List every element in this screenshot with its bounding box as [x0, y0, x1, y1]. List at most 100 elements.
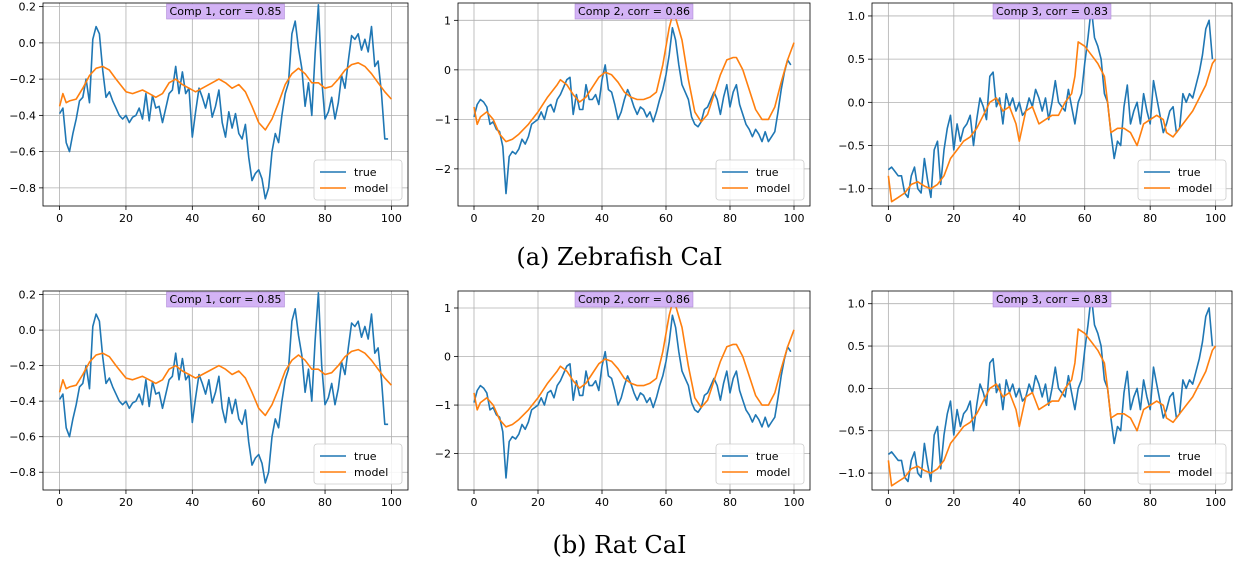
y-tick-label: −2 — [435, 448, 451, 461]
legend-label-model: model — [1178, 466, 1212, 479]
x-tick-label: 100 — [381, 496, 402, 509]
x-tick-label: 0 — [885, 212, 892, 225]
x-tick-label: 60 — [252, 496, 266, 509]
legend-box — [313, 159, 403, 201]
x-tick-label: 20 — [947, 496, 961, 509]
legend-label-true: true — [756, 166, 779, 179]
series-line-true — [473, 314, 792, 479]
x-tick-label: 40 — [595, 496, 609, 509]
title-box — [166, 291, 285, 308]
y-tick-label: 0 — [444, 351, 451, 364]
series-line-true — [887, 6, 1214, 199]
legend-label-model: model — [756, 182, 790, 195]
legend-label-true: true — [354, 450, 377, 463]
series-line-model — [473, 14, 795, 143]
subplot-title: Comp 3, corr = 0.83 — [996, 293, 1108, 306]
x-tick-label: 0 — [471, 212, 478, 225]
y-tick-label: −0.2 — [9, 360, 36, 373]
y-tick-label: 0.2 — [19, 1, 37, 14]
x-tick-label: 40 — [1012, 212, 1026, 225]
legend-label-true: true — [756, 450, 779, 463]
legend-label-model: model — [756, 466, 790, 479]
legend-label-model: model — [354, 466, 388, 479]
y-tick-label: −0.6 — [9, 146, 36, 159]
x-tick-label: 0 — [56, 496, 63, 509]
legend: true model — [313, 159, 403, 201]
y-tick-label: −0.2 — [9, 73, 36, 86]
series-line-model — [887, 328, 1217, 487]
legend-label-true: true — [1178, 450, 1201, 463]
y-tick-label: −0.6 — [9, 431, 36, 444]
x-tick-label: 20 — [947, 212, 961, 225]
axes-frame — [871, 290, 1233, 491]
y-tick-label: 1.0 — [848, 298, 866, 311]
x-tick-label: 100 — [381, 212, 402, 225]
x-tick-label: 0 — [885, 496, 892, 509]
legend-label-model: model — [1178, 182, 1212, 195]
subplot-a-1: 0 20 40 60 80 100 −0.8 −0.6 −0.4 −0.2 0.0 0.2 Comp 1… — [9, 1, 409, 225]
title-box — [992, 291, 1112, 308]
title-box — [574, 291, 694, 308]
y-tick-label: −0.4 — [9, 395, 36, 408]
x-tick-label: 100 — [784, 496, 805, 509]
legend: true model — [715, 159, 805, 201]
subplot-title: Comp 2, corr = 0.86 — [578, 5, 690, 18]
y-tick-label: −1.0 — [838, 183, 865, 196]
axes-frame — [457, 2, 811, 207]
axes-frame — [42, 2, 409, 207]
x-tick-label: 80 — [318, 496, 332, 509]
subplot-b-2: 0 20 40 60 80 100 −2 −1 0 1 Comp 2, corr = 0.86 tru… — [435, 290, 811, 509]
legend: true model — [313, 443, 403, 485]
title-box — [992, 3, 1112, 20]
caption-rat: (b) Rat CaI — [552, 531, 687, 559]
title-box — [166, 3, 285, 20]
x-tick-label: 80 — [723, 212, 737, 225]
x-tick-label: 40 — [595, 212, 609, 225]
x-tick-label: 40 — [185, 496, 199, 509]
subplot-title: Comp 3, corr = 0.83 — [996, 5, 1108, 18]
subplot-b-1: 0 20 40 60 80 100 −0.8 −0.6 −0.4 −0.2 0.0 0.2 Comp 1… — [9, 289, 409, 509]
y-tick-label: 0.2 — [19, 289, 37, 302]
legend-box — [1137, 159, 1227, 201]
caption-zebrafish: (a) Zebrafish CaI — [516, 243, 723, 271]
x-tick-label: 20 — [531, 496, 545, 509]
x-tick-label: 80 — [318, 212, 332, 225]
y-tick-label: −0.4 — [9, 109, 36, 122]
title-box — [574, 3, 694, 20]
subplot-a-3: 0 20 40 60 80 100 −1.0 −0.5 0.0 0.5 1.0 Comp 3, cor… — [838, 2, 1233, 225]
series-line-model — [473, 302, 795, 428]
y-tick-label: −2 — [435, 163, 451, 176]
x-tick-label: 60 — [1078, 496, 1092, 509]
x-tick-label: 60 — [1078, 212, 1092, 225]
x-tick-label: 60 — [252, 212, 266, 225]
x-tick-label: 0 — [56, 212, 63, 225]
y-tick-label: 0.0 — [19, 324, 37, 337]
x-tick-label: 40 — [185, 212, 199, 225]
x-tick-label: 20 — [531, 212, 545, 225]
y-tick-label: −1 — [435, 399, 451, 412]
x-tick-label: 0 — [471, 496, 478, 509]
y-tick-label: 1 — [444, 302, 451, 315]
y-tick-label: 0.0 — [848, 96, 866, 109]
series-line-model — [58, 348, 392, 417]
legend-box — [313, 443, 403, 485]
series-line-true — [887, 294, 1214, 483]
legend-box — [1137, 443, 1227, 485]
x-tick-label: 100 — [1205, 212, 1226, 225]
legend-label-true: true — [354, 166, 377, 179]
y-tick-label: −1 — [435, 113, 451, 126]
subplot-a-2: 0 20 40 60 80 100 −2 −1 0 1 Comp 2, corr = 0.86 tru… — [435, 2, 811, 225]
y-tick-label: 1 — [444, 14, 451, 27]
x-tick-label: 80 — [1143, 212, 1157, 225]
x-tick-label: 80 — [1143, 496, 1157, 509]
y-tick-label: 0.5 — [848, 53, 866, 66]
y-tick-label: −0.5 — [838, 140, 865, 153]
y-tick-label: 0.5 — [848, 340, 866, 353]
y-tick-label: −0.5 — [838, 425, 865, 438]
series-line-true — [58, 291, 389, 484]
legend-label-model: model — [354, 182, 388, 195]
series-line-true — [58, 4, 389, 200]
x-tick-label: 100 — [1205, 496, 1226, 509]
